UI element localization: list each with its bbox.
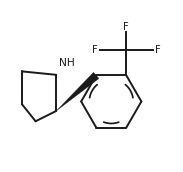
Text: F: F bbox=[155, 45, 161, 56]
Text: F: F bbox=[124, 22, 129, 32]
Text: NH: NH bbox=[59, 58, 74, 68]
Polygon shape bbox=[56, 72, 99, 111]
Text: F: F bbox=[92, 45, 98, 56]
